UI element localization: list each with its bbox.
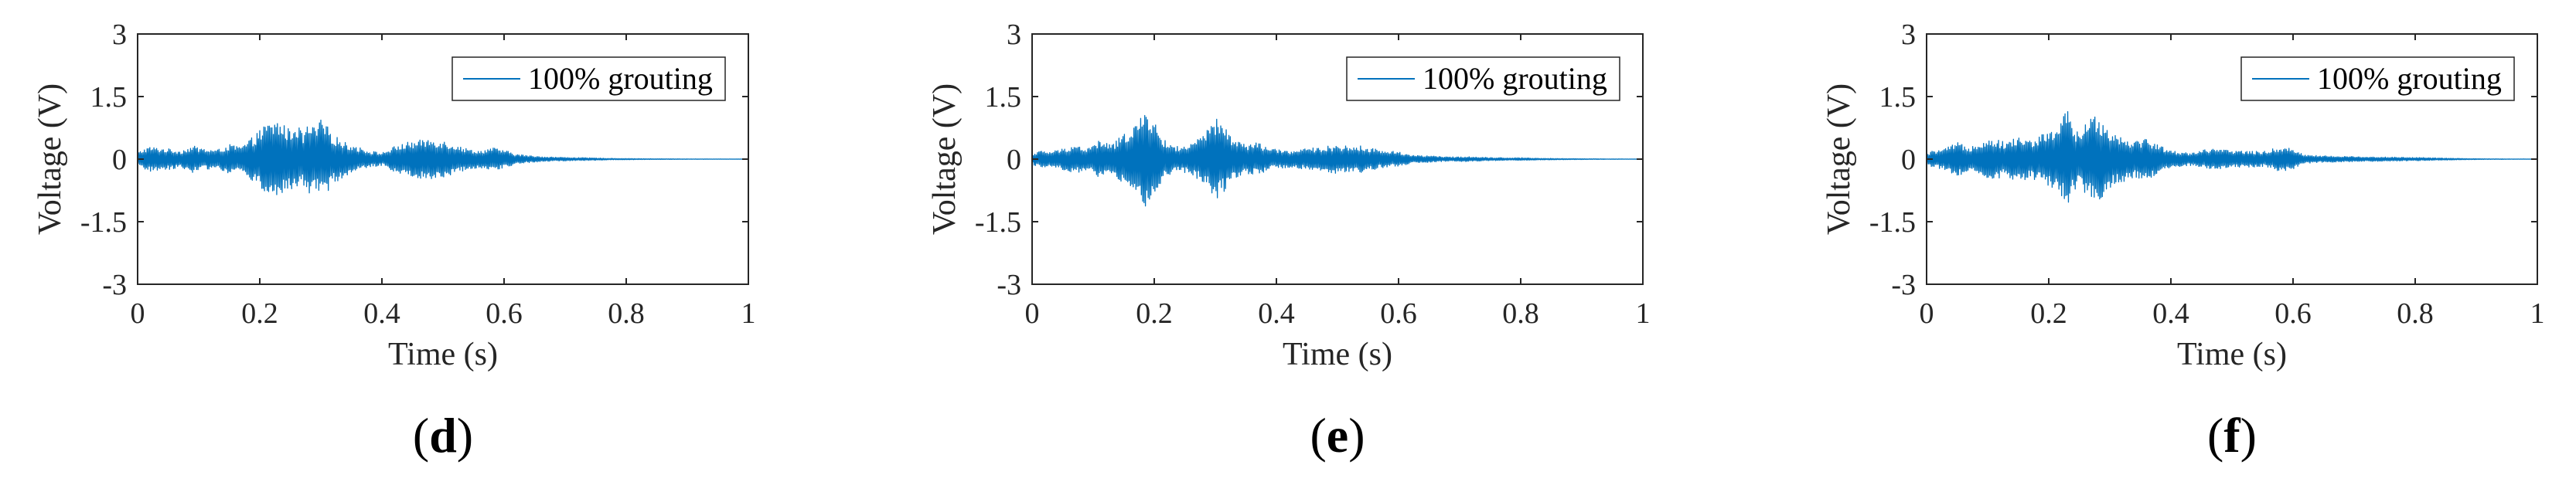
y-axis-label: Voltage (V) [32, 83, 68, 235]
y-axis-label: Voltage (V) [927, 83, 963, 235]
series-line [137, 119, 749, 195]
x-tick-label: 0.2 [1136, 297, 1173, 330]
y-tick-label: 0 [112, 144, 127, 176]
y-tick-label: 3 [1901, 19, 1916, 51]
x-tick-label: 0.6 [2274, 297, 2312, 330]
x-tick-label: 0 [1920, 297, 1934, 330]
x-tick-label: 1 [1636, 297, 1651, 330]
x-tick-label: 0.4 [1258, 297, 1295, 330]
x-tick-label: 0.6 [486, 297, 523, 330]
chart-panel-d: 0 0.2 0.4 0.6 0.8 1 3 1.5 0 -1.5 -3 Time (s) Voltage… [32, 19, 756, 463]
y-tick-label: -1.5 [975, 206, 1021, 239]
x-tick-label: 0.8 [1502, 297, 1539, 330]
legend-entry: 100% grouting [528, 61, 713, 96]
y-tick-label: -3 [102, 269, 127, 301]
x-tick-label: 0.2 [241, 297, 278, 330]
x-tick-label: 0.2 [2030, 297, 2067, 330]
panel-label-d: (d) [413, 408, 473, 463]
legend: 100% grouting [2240, 56, 2515, 101]
x-tick-label: 0.4 [2152, 297, 2189, 330]
y-tick-label: -1.5 [80, 206, 127, 239]
chart-panel-e: 0 0.2 0.4 0.6 0.8 1 3 1.5 0 -1.5 -3 Time (s) Voltage… [927, 19, 1651, 463]
legend: 100% grouting [1346, 56, 1620, 101]
panel-label-f: (f) [2207, 408, 2257, 463]
series-line [1926, 110, 2538, 203]
legend: 100% grouting [451, 56, 726, 101]
x-axis-label: Time (s) [2177, 337, 2287, 372]
x-tick-label: 0.6 [1380, 297, 1417, 330]
y-axis-label: Voltage (V) [1821, 83, 1857, 235]
x-tick-label: 1 [741, 297, 756, 330]
x-tick-label: 0.4 [363, 297, 400, 330]
y-tick-label: -1.5 [1869, 206, 1916, 239]
x-axis-label: Time (s) [388, 337, 498, 372]
legend-entry: 100% grouting [2317, 61, 2502, 96]
y-tick-label: 0 [1901, 144, 1916, 176]
x-tick-label: 0.8 [2397, 297, 2434, 330]
chart-panel-f: 0 0.2 0.4 0.6 0.8 1 3 1.5 0 -1.5 -3 Time (s) Voltage… [1821, 19, 2545, 463]
y-tick-label: 1.5 [90, 81, 128, 114]
x-tick-label: 0.8 [608, 297, 645, 330]
y-tick-label: -3 [997, 269, 1021, 301]
legend-box [451, 56, 726, 101]
panel-label-e: (e) [1310, 408, 1365, 463]
y-tick-label: 3 [1007, 19, 1021, 51]
series-line [1031, 114, 1644, 207]
x-tick-label: 0 [1025, 297, 1040, 330]
y-tick-label: 1.5 [1879, 81, 1917, 114]
y-tick-label: -3 [1891, 269, 1916, 301]
y-tick-label: 3 [112, 19, 127, 51]
y-tick-label: 1.5 [985, 81, 1022, 114]
x-axis-label: Time (s) [1283, 337, 1392, 372]
x-tick-label: 0 [131, 297, 145, 330]
x-tick-label: 1 [2530, 297, 2545, 330]
y-tick-label: 0 [1007, 144, 1021, 176]
legend-entry: 100% grouting [1423, 61, 1607, 96]
